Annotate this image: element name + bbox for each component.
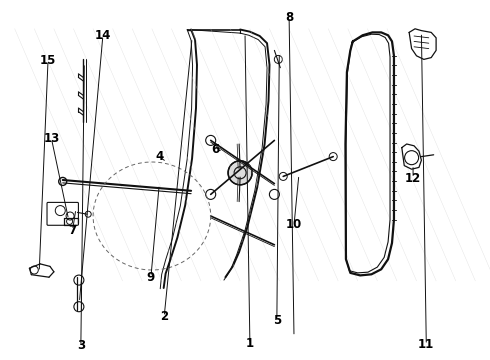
Text: 4: 4 — [155, 150, 163, 163]
Text: 11: 11 — [418, 338, 435, 351]
Text: 12: 12 — [405, 172, 421, 185]
Text: 8: 8 — [285, 11, 293, 24]
Circle shape — [228, 161, 252, 185]
Text: 7: 7 — [69, 224, 76, 237]
Text: 5: 5 — [273, 314, 281, 327]
Text: 13: 13 — [43, 132, 60, 145]
Text: 15: 15 — [40, 54, 56, 67]
Text: 9: 9 — [147, 271, 155, 284]
Text: 2: 2 — [160, 310, 168, 323]
Text: 10: 10 — [286, 219, 302, 231]
Text: 3: 3 — [77, 339, 85, 352]
Text: 6: 6 — [212, 143, 220, 156]
Text: 1: 1 — [246, 337, 254, 350]
Text: 14: 14 — [95, 29, 111, 42]
